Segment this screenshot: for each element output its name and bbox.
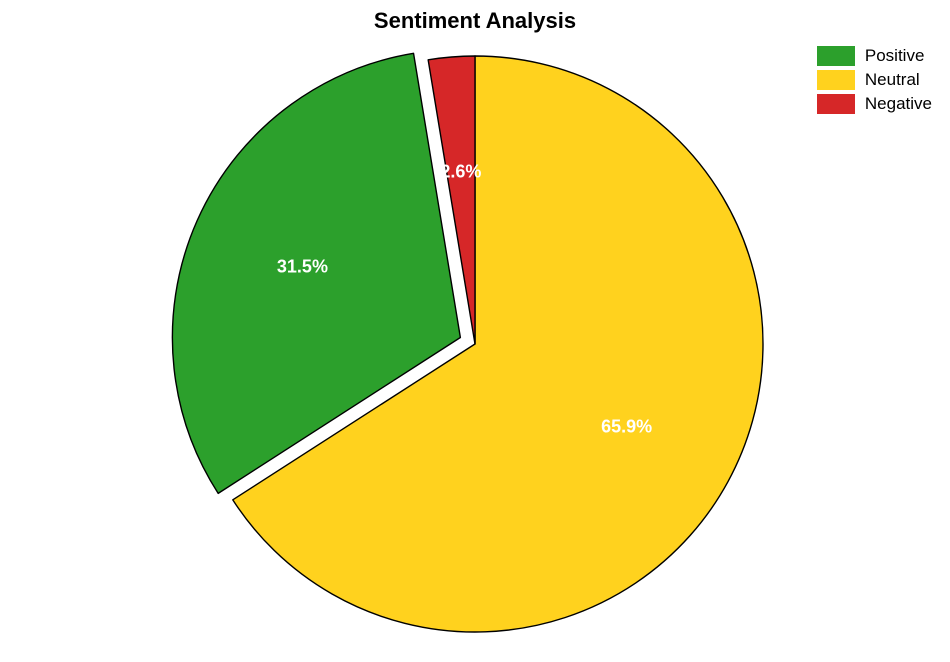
chart-container: Sentiment Analysis Positive Neutral Nega… bbox=[0, 0, 950, 662]
pie-chart: 65.9% 31.5% 2.6% bbox=[0, 0, 950, 662]
pct-label-neutral: 65.9% bbox=[601, 416, 652, 437]
pct-label-positive: 31.5% bbox=[277, 257, 328, 278]
pct-label-negative: 2.6% bbox=[440, 161, 481, 182]
pie-svg bbox=[0, 0, 950, 662]
